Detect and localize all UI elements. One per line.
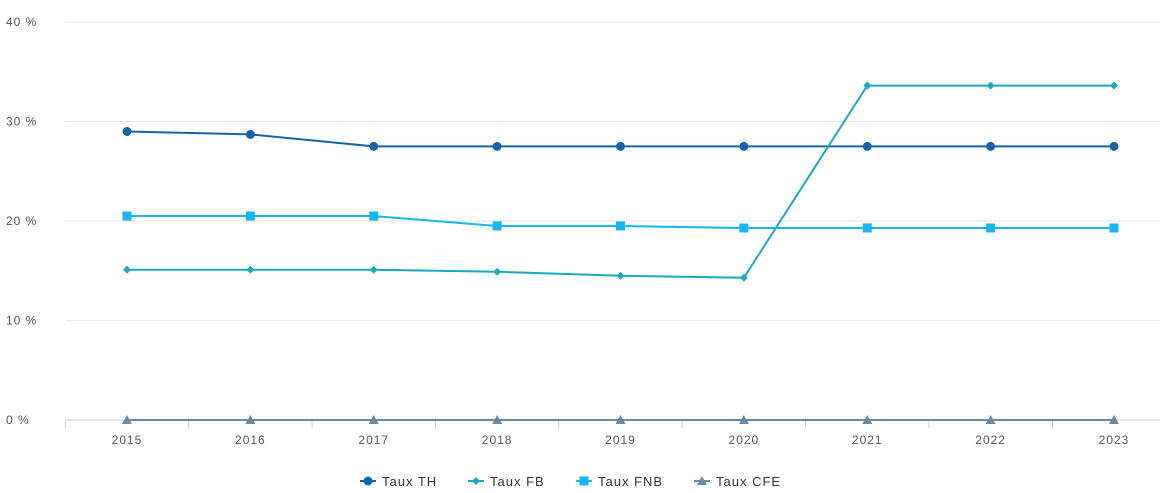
y-tick-label: 20 % bbox=[6, 214, 37, 228]
data-point[interactable] bbox=[986, 223, 996, 233]
data-point[interactable] bbox=[246, 265, 255, 274]
legend-item-taux-th[interactable]: Taux TH bbox=[360, 474, 437, 489]
x-tick-label: 2020 bbox=[729, 433, 760, 447]
data-point[interactable] bbox=[616, 221, 625, 231]
data-point[interactable] bbox=[492, 221, 502, 231]
data-point[interactable] bbox=[492, 415, 503, 424]
x-tick-label: 2017 bbox=[358, 433, 389, 447]
data-point[interactable] bbox=[862, 415, 873, 424]
data-point[interactable] bbox=[986, 81, 995, 90]
data-point[interactable] bbox=[122, 211, 132, 221]
legend-label: Taux FB bbox=[490, 474, 545, 488]
data-point[interactable] bbox=[245, 415, 256, 424]
legend-marker[interactable] bbox=[579, 476, 589, 486]
data-point[interactable] bbox=[493, 267, 502, 276]
data-point[interactable] bbox=[985, 415, 996, 424]
data-point[interactable] bbox=[862, 141, 872, 151]
data-point[interactable] bbox=[369, 265, 378, 274]
data-point[interactable] bbox=[738, 415, 749, 424]
data-point[interactable] bbox=[986, 141, 996, 151]
y-tick-label: 10 % bbox=[6, 314, 37, 328]
series-line bbox=[126, 84, 1115, 279]
series-taux-fnb bbox=[122, 211, 1119, 233]
data-point[interactable] bbox=[122, 126, 132, 136]
data-point[interactable] bbox=[1109, 415, 1119, 424]
data-point[interactable] bbox=[615, 415, 626, 424]
series-taux-cfe bbox=[122, 415, 1119, 424]
data-point[interactable] bbox=[616, 141, 625, 151]
data-point[interactable] bbox=[1109, 223, 1119, 233]
x-tick-label: 2018 bbox=[482, 433, 513, 447]
legend-item-taux-cfe[interactable]: Taux CFE bbox=[694, 474, 781, 489]
data-point[interactable] bbox=[245, 129, 255, 139]
data-point[interactable] bbox=[245, 211, 255, 221]
legend-label: Taux TH bbox=[382, 474, 437, 488]
legend-marker[interactable] bbox=[472, 477, 480, 485]
series-taux-fb bbox=[123, 81, 1118, 282]
legend-marker[interactable] bbox=[363, 476, 373, 486]
data-point[interactable] bbox=[369, 141, 379, 151]
x-tick-label: 2021 bbox=[852, 433, 883, 447]
series-lines bbox=[122, 81, 1119, 424]
data-point[interactable] bbox=[862, 223, 872, 233]
y-tick-label: 30 % bbox=[6, 115, 37, 129]
data-point[interactable] bbox=[863, 81, 872, 90]
legend-marker[interactable] bbox=[697, 476, 707, 485]
x-tick-label: 2015 bbox=[112, 433, 143, 447]
series-taux-th bbox=[122, 126, 1119, 151]
legend-label: Taux CFE bbox=[716, 474, 781, 488]
y-tick-label: 40 % bbox=[6, 15, 37, 29]
data-point[interactable] bbox=[739, 273, 748, 282]
data-point[interactable] bbox=[739, 141, 749, 151]
data-point[interactable] bbox=[1109, 141, 1119, 151]
data-point[interactable] bbox=[616, 271, 625, 280]
grid-lines bbox=[65, 21, 1160, 321]
x-tick-label: 2023 bbox=[1099, 433, 1130, 447]
data-point[interactable] bbox=[492, 141, 502, 151]
x-axis: 2015 2016 2017 2018 2019 2020 2021 2022 2023 bbox=[64, 419, 1160, 447]
x-tick-label: 2016 bbox=[235, 433, 266, 447]
y-axis: 0 % 10 % 20 % 30 % 40 % bbox=[6, 15, 37, 427]
legend-label: Taux FNB bbox=[598, 474, 663, 488]
data-point[interactable] bbox=[122, 415, 132, 424]
legend-item-taux-fb[interactable]: Taux FB bbox=[468, 474, 545, 489]
x-tick-label: 2022 bbox=[975, 433, 1006, 447]
x-tick-label: 2019 bbox=[605, 433, 636, 447]
data-point[interactable] bbox=[369, 211, 379, 221]
data-point[interactable] bbox=[1110, 81, 1118, 90]
legend: Taux TH Taux FB Taux FNB Taux CFE bbox=[360, 474, 781, 489]
y-tick-label: 0 % bbox=[6, 413, 30, 427]
data-point[interactable] bbox=[368, 415, 379, 424]
data-point[interactable] bbox=[123, 265, 131, 274]
data-point[interactable] bbox=[739, 223, 749, 233]
legend-item-taux-fnb[interactable]: Taux FNB bbox=[576, 474, 663, 489]
